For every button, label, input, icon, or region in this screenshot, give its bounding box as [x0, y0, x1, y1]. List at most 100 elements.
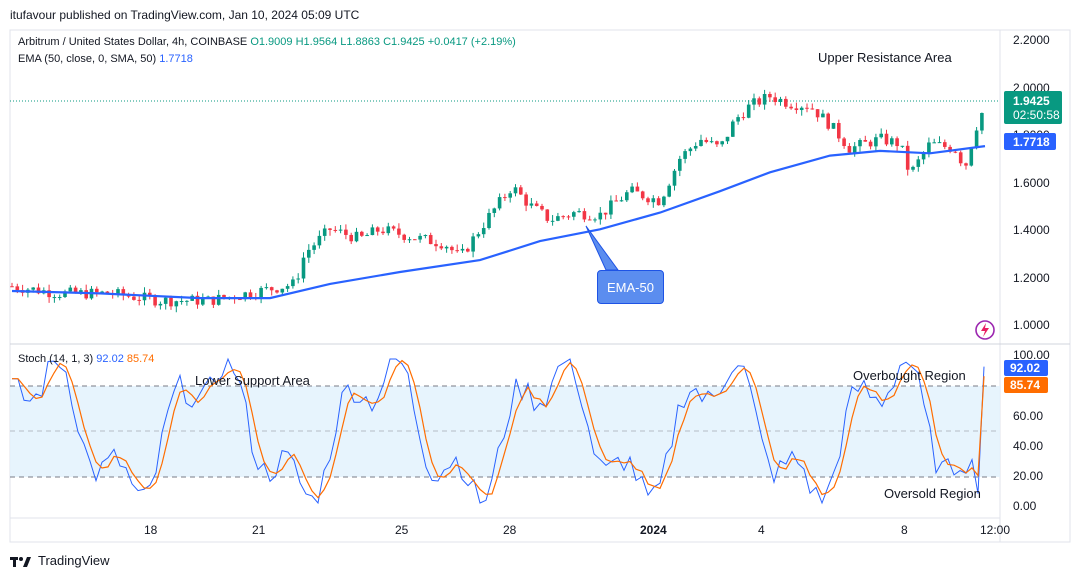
price-tick-2-2: 2.2000: [1013, 33, 1050, 47]
candle-body: [593, 219, 597, 221]
candle-body: [974, 130, 979, 148]
overbought-label: Overbought Region: [853, 368, 966, 383]
candle-body: [874, 137, 878, 147]
candle-body: [407, 239, 412, 241]
candle-body: [211, 296, 216, 305]
candle-body: [614, 200, 618, 202]
ema-price-value: 1.7718: [1013, 135, 1050, 149]
candle-body: [603, 212, 608, 215]
candle-body: [360, 231, 364, 236]
candle-body: [895, 138, 899, 147]
candle-body: [784, 98, 788, 107]
candle-body: [296, 278, 300, 280]
tradingview-brand[interactable]: TradingView: [10, 553, 110, 568]
candle-body: [943, 142, 947, 147]
candle-body: [391, 226, 396, 229]
candle-body: [794, 108, 799, 111]
candle-body: [651, 198, 656, 203]
candle-body: [879, 133, 883, 138]
ema-legend[interactable]: EMA (50, close, 0, SMA, 50) 1.7718: [18, 53, 193, 65]
symbol-legend[interactable]: Arbitrum / United States Dollar, 4h, COI…: [18, 36, 516, 48]
candle-body: [100, 291, 104, 293]
candle-body: [524, 194, 528, 206]
candle-body: [354, 231, 359, 242]
candle-body: [455, 250, 459, 252]
candle-body: [789, 106, 793, 109]
candle-body: [566, 216, 571, 218]
candle-body: [863, 139, 868, 142]
stoch-legend[interactable]: Stoch (14, 1, 3) 92.02 85.74: [18, 353, 154, 365]
candle-body: [725, 136, 730, 142]
low-value: L1.8863: [340, 36, 381, 48]
candle-body: [799, 107, 804, 111]
candle-body: [768, 93, 772, 98]
candle-body: [280, 288, 285, 293]
candle-body: [269, 287, 274, 291]
candle-body: [68, 287, 73, 292]
candle-body: [238, 299, 242, 301]
price-tick-1-0: 1.0000: [1013, 318, 1050, 332]
candle-body: [439, 246, 444, 249]
candle-body: [259, 287, 263, 298]
stoch-d-value: 85.74: [126, 353, 155, 365]
candle-body: [534, 203, 539, 206]
stoch-k-tag-value: 92.02: [1010, 361, 1040, 375]
candle-body: [375, 227, 380, 232]
candle-body: [805, 107, 809, 109]
candle-body: [370, 227, 375, 236]
candle-body: [497, 197, 502, 209]
candle-body: [625, 192, 629, 201]
ema-price-tag: [1004, 133, 1056, 150]
candle-body: [153, 296, 157, 306]
candle-body: [847, 146, 852, 153]
candle-body: [868, 141, 873, 147]
lightning-alert-icon[interactable]: [975, 320, 995, 340]
candle-body: [413, 239, 417, 241]
candle-body: [243, 292, 247, 300]
candle-body: [953, 151, 958, 153]
candle-body: [450, 246, 454, 251]
stoch-tick-60: 60.00: [1013, 409, 1043, 423]
candle-body: [349, 234, 353, 242]
candle-body: [79, 290, 83, 293]
candle-body: [307, 249, 311, 258]
candle-body: [969, 147, 974, 166]
candle-body: [116, 289, 120, 295]
candle-body: [95, 288, 99, 293]
candle-body: [275, 290, 279, 293]
candle-body: [667, 185, 671, 197]
ema-50-line: [11, 145, 986, 300]
candle-body: [964, 163, 968, 166]
candle-body: [550, 220, 555, 222]
candles-layer: [10, 89, 984, 313]
candle-body: [434, 244, 438, 247]
candle-body: [900, 145, 905, 147]
candle-body: [397, 228, 401, 235]
stoch-k-tag: [1004, 360, 1048, 376]
lower-support-label: Lower Support Area: [195, 373, 310, 388]
candle-body: [84, 290, 88, 299]
oversold-label: Oversold Region: [884, 486, 981, 501]
high-value: H1.9564: [295, 36, 338, 48]
tradingview-wordmark: TradingView: [38, 553, 110, 568]
candle-body: [582, 211, 587, 220]
candle-body: [778, 98, 783, 103]
candle-body: [132, 296, 136, 300]
candle-body: [572, 212, 576, 217]
stoch-tick-40: 40.00: [1013, 439, 1043, 453]
candle-body: [63, 291, 67, 298]
candle-body: [715, 141, 719, 145]
candle-body: [890, 138, 894, 145]
candle-body: [852, 146, 857, 153]
ema-value: 1.7718: [159, 53, 193, 65]
candle-body: [460, 248, 465, 251]
candle-body: [179, 301, 184, 303]
bar-countdown: 02:50:58: [1013, 108, 1060, 122]
candle-body: [773, 97, 777, 103]
candle-body: [47, 290, 51, 298]
candle-body: [126, 295, 131, 297]
candle-body: [646, 198, 650, 203]
candle-body: [932, 142, 936, 144]
candle-body: [921, 152, 926, 160]
